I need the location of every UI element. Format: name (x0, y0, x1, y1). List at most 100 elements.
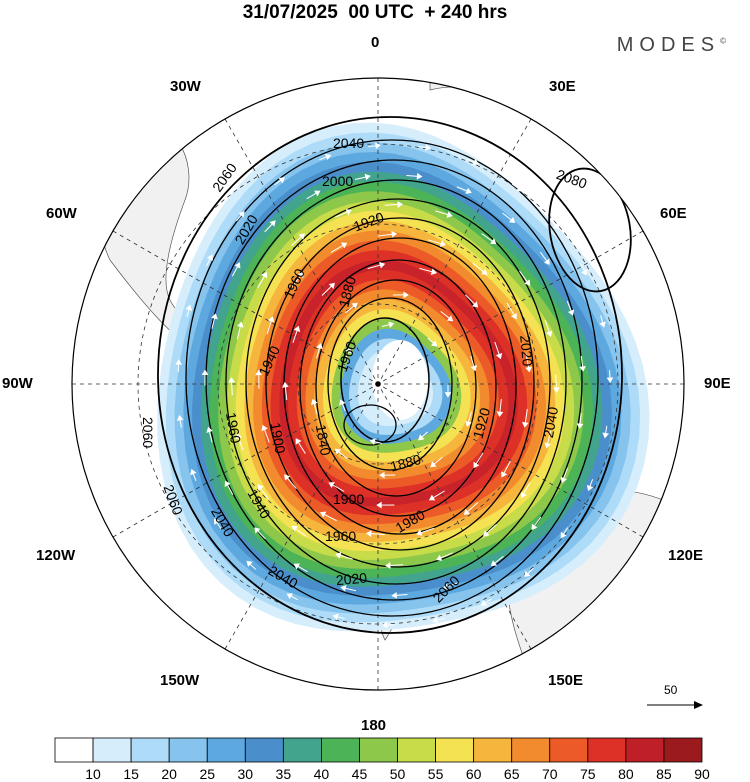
wind-arrow-head (544, 442, 551, 449)
wind-arrow-head (345, 347, 352, 354)
wind-arrow-head (567, 309, 575, 316)
lon-label-90e: 90E (704, 375, 731, 392)
wind-arrow-head (314, 190, 321, 197)
wind-arrow-head (234, 262, 241, 269)
colorbar-label: 10 (85, 766, 101, 782)
wind-arrow-head (482, 530, 490, 537)
wind-arrow-head (480, 599, 487, 606)
wind-arrow-head (224, 480, 231, 487)
colorbar-label: 45 (351, 766, 368, 782)
colorbar-swatch (435, 737, 475, 763)
wind-arrow-head (391, 591, 398, 599)
modes-logo: MODES© (617, 34, 726, 57)
colorbar-swatch (397, 737, 436, 763)
lon-label-60e: 60E (660, 205, 687, 222)
wind-arrow-head (316, 342, 323, 350)
wind-arrow-head (267, 316, 275, 323)
wind-arrow-head (332, 613, 339, 621)
wind-arrow-head (436, 554, 443, 561)
wind-arrow-head (340, 585, 347, 592)
colorbar-label: 40 (313, 766, 330, 782)
wind-arrow-head (211, 313, 218, 320)
wind-arrow-head (397, 201, 403, 208)
wind-arrow-head (237, 321, 244, 328)
wind-arrow-head (291, 525, 298, 532)
wind-arrow-head (606, 377, 614, 383)
lon-label-180: 180 (361, 717, 387, 734)
colorbar-swatch (92, 737, 132, 763)
wind-arrow-head (334, 448, 342, 455)
colorbar (54, 737, 703, 763)
colorbar-label: 70 (541, 766, 558, 782)
wind-arrow-head (430, 268, 438, 275)
wind-arrow-head (515, 185, 523, 192)
wind-arrow-head (328, 282, 335, 290)
wind-arrow-head (403, 291, 409, 299)
wind-arrow-head (463, 508, 471, 516)
wind-arrow-head (286, 593, 293, 600)
wind-arrow-head (465, 420, 472, 428)
wind-arrow-head (560, 531, 567, 539)
colorbar-swatch (168, 737, 208, 763)
wind-arrow-head (282, 381, 289, 388)
wind-arrow-head (351, 302, 358, 309)
colorbar-label: 65 (503, 766, 520, 782)
contour-label: 1900 (333, 491, 364, 507)
wind-arrow-head (442, 583, 450, 590)
wind-arrow-head (481, 268, 488, 275)
wind-arrow-head (473, 461, 480, 469)
wind-arrow-head (388, 321, 395, 329)
wind-arrow-head (340, 242, 348, 249)
wind-vectors (175, 142, 614, 629)
contour-label: 1880 (388, 451, 422, 475)
wind-arrow-head (496, 411, 504, 418)
lon-label-120w: 120W (36, 547, 76, 564)
wind-arrow-head (524, 570, 531, 578)
wind-arrow-head (495, 352, 503, 360)
colorbar-swatch (473, 737, 513, 763)
wind-arrow-head (521, 421, 529, 428)
wind-arrow-head (190, 468, 197, 476)
wind-arrow-head (470, 365, 478, 372)
colorbar-swatch (587, 737, 627, 763)
wind-arrow-head (552, 223, 559, 230)
wind-arrow-head (508, 216, 516, 223)
wind-arrow-head (214, 518, 220, 525)
map-title: 31/07/2025 00 UTC + 240 hrs (0, 2, 750, 24)
lon-label-30w: 30W (170, 78, 201, 95)
contour-label: 2000 (322, 173, 353, 189)
wind-arrow-head (339, 399, 346, 406)
wind-arrow-head (416, 529, 423, 536)
forecast-date: 31/07/2025 (242, 2, 338, 23)
wind-arrow-head (238, 211, 245, 218)
wind-arrow-head (430, 340, 438, 347)
colorbar-label: 20 (161, 766, 177, 782)
wind-arrow-head (284, 474, 291, 481)
wind-arrow-head (379, 261, 386, 269)
wind-arrow-head (472, 301, 479, 308)
wind-arrow-head (206, 254, 213, 261)
colorbar-label: 35 (275, 766, 292, 782)
wind-arrow-head (586, 484, 594, 492)
lon-label-150e: 150E (548, 672, 584, 689)
wind-arrow-head (297, 271, 304, 279)
lon-label-90w: 90W (2, 375, 33, 392)
colorbar-swatch (206, 737, 246, 763)
wind-arrow-head (269, 220, 276, 227)
lon-label-120e: 120E (668, 547, 704, 564)
wind-arrow-head (381, 621, 388, 629)
contour-label: 1920 (470, 406, 494, 440)
colorbar-label: 50 (389, 766, 406, 782)
wind-arrow-head (520, 491, 527, 499)
wind-arrow-head (444, 392, 452, 398)
wind-arrow-head (261, 271, 268, 279)
wind-arrow-head (293, 325, 301, 332)
wind-arrow-head (446, 211, 453, 218)
contour-label: 1960 (325, 528, 356, 544)
contour-label: 2060 (140, 417, 156, 448)
contour-label: 2020 (335, 570, 368, 589)
wind-arrow-head (525, 366, 532, 373)
wind-arrow-head (261, 424, 268, 432)
map-border (71, 77, 685, 691)
